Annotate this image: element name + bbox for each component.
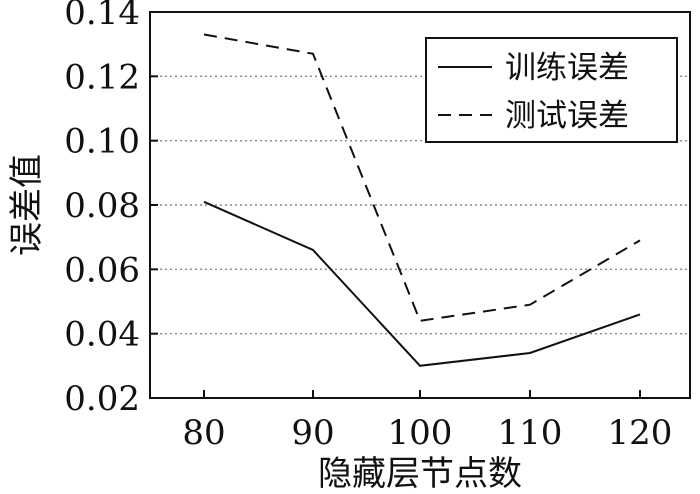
tick-labels: 0.02 0.04 0.06 0.08 0.10 0.12 0.14 80 90 100 110 12… [64,0,672,453]
axis-ticks [150,11,641,399]
y-tick-label: 0.02 [64,379,140,419]
y-tick-label: 0.10 [64,122,140,162]
x-tick-label: 120 [608,413,673,453]
y-tick-label: 0.06 [64,250,140,290]
test-error-line [203,33,641,322]
y-tick-label: 0.04 [64,315,140,355]
series-lines [203,33,641,367]
x-tick-label: 100 [388,413,453,453]
y-tick-label: 0.08 [64,186,140,226]
train-error-line [203,200,641,367]
legend-box [425,37,678,143]
legend-label-train: 训练误差 [505,50,629,86]
x-tick-label: 110 [498,413,563,453]
legend-label-test: 测试误差 [505,98,629,134]
y-tick-label: 0.14 [64,0,140,33]
y-tick-label: 0.12 [64,57,140,97]
legend: 训练误差 测试误差 [425,37,678,143]
x-tick-label: 80 [182,413,225,453]
x-tick-label: 90 [291,413,334,453]
y-axis-title: 误差值 [7,154,47,256]
x-axis-title: 隐藏层节点数 [318,454,522,494]
